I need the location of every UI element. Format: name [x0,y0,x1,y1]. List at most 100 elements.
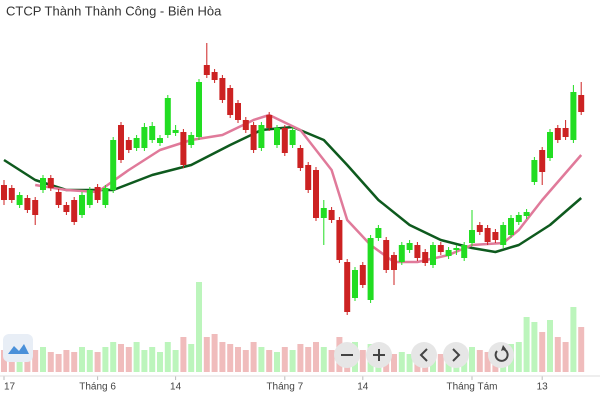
candle-body [508,218,514,235]
left-icon [419,348,428,362]
volume-bar [531,322,538,372]
reset-button[interactable] [488,342,514,368]
candle-body [359,265,366,285]
candle-body [453,248,460,250]
scroll-left-button[interactable] [411,342,437,368]
volume-bar [554,337,561,372]
volume-bar [55,354,62,372]
volume-bar [398,352,405,372]
volume-bar [16,354,23,372]
candle-body [523,212,530,216]
volume-bar [313,342,319,372]
candle-body [437,245,444,252]
candle-body [141,127,148,148]
x-tick-label: 13 [537,382,549,393]
volume-bar [258,347,265,372]
candle-body [47,178,54,188]
candle-body [391,255,397,270]
candle-body [24,198,31,210]
volume-bar [242,350,249,372]
candle-body [305,165,312,190]
volume-bar [274,352,280,372]
candle-body [289,130,296,145]
volume-bar [203,337,210,372]
candle-body [492,232,499,240]
candle-body [313,170,319,218]
candle-body [336,220,343,260]
candle-body [515,215,522,222]
x-tick-label: Tháng Tám [447,382,498,393]
volume-bar [250,342,257,372]
volume-bar [227,344,234,372]
candle-body [531,160,538,182]
candle-body [1,185,7,200]
candle-body [367,238,374,300]
candle-body [110,140,117,190]
candle-body [203,65,210,75]
volume-bar [523,317,530,372]
volume-bar [47,352,54,372]
moving-average-line [35,113,583,264]
x-tick-label: 17 [4,382,16,393]
volume-bar [469,347,475,372]
candle-body [406,243,413,250]
volume-bar [24,352,31,372]
volume-bar [570,307,577,372]
candle-body [547,132,553,158]
candle-body [242,120,249,130]
volume-bar [359,350,366,372]
scroll-right-button[interactable] [443,342,469,368]
volume-bar [157,352,163,372]
candle-body [422,252,429,263]
candle-body [445,250,452,256]
chart-title: CTCP Thành Thành Công - Biên Hòa [6,3,222,18]
volume-bar [578,327,585,372]
candle-body [32,200,39,215]
volume-bar [1,350,7,372]
candle-body [196,82,202,137]
candle-body [16,195,23,205]
volume-bar [180,337,187,372]
candle-body [398,245,405,262]
volume-bar [328,350,335,372]
chart-icon-button[interactable] [3,334,33,362]
candle-body [297,148,304,168]
candle-body [461,245,468,258]
volume-bar [141,350,148,372]
plus-icon [373,349,385,361]
volume-bar [539,332,546,372]
candle-body [375,228,382,238]
candle-body [344,262,351,312]
candle-body [469,230,475,243]
volume-bar [133,342,140,372]
volume-bar [172,350,179,372]
volume-bar [164,342,171,372]
candle-body [180,132,187,165]
candle-body [63,205,70,212]
candle-body [266,115,273,128]
candle-body [86,190,93,205]
candle-body [258,125,265,148]
candle-body [118,125,124,160]
volume-bar [40,347,46,372]
candle-body [235,103,241,120]
candle-body [500,225,507,245]
candle-body [554,128,561,140]
volume-bar [297,344,304,372]
candle-body [539,150,546,172]
candle-body [476,225,483,232]
candle-body [94,187,101,200]
right-icon [452,348,461,362]
volume-bar [196,282,202,372]
candle-body [40,178,46,190]
candle-body [383,240,390,270]
candle-body [352,270,358,298]
candle-body [562,128,569,137]
volume-bar [86,350,93,372]
volume-bar [32,350,39,372]
zoom-controls [3,334,514,368]
volume-bar [391,354,397,372]
volume-bar [235,347,241,372]
candle-body [414,245,421,258]
